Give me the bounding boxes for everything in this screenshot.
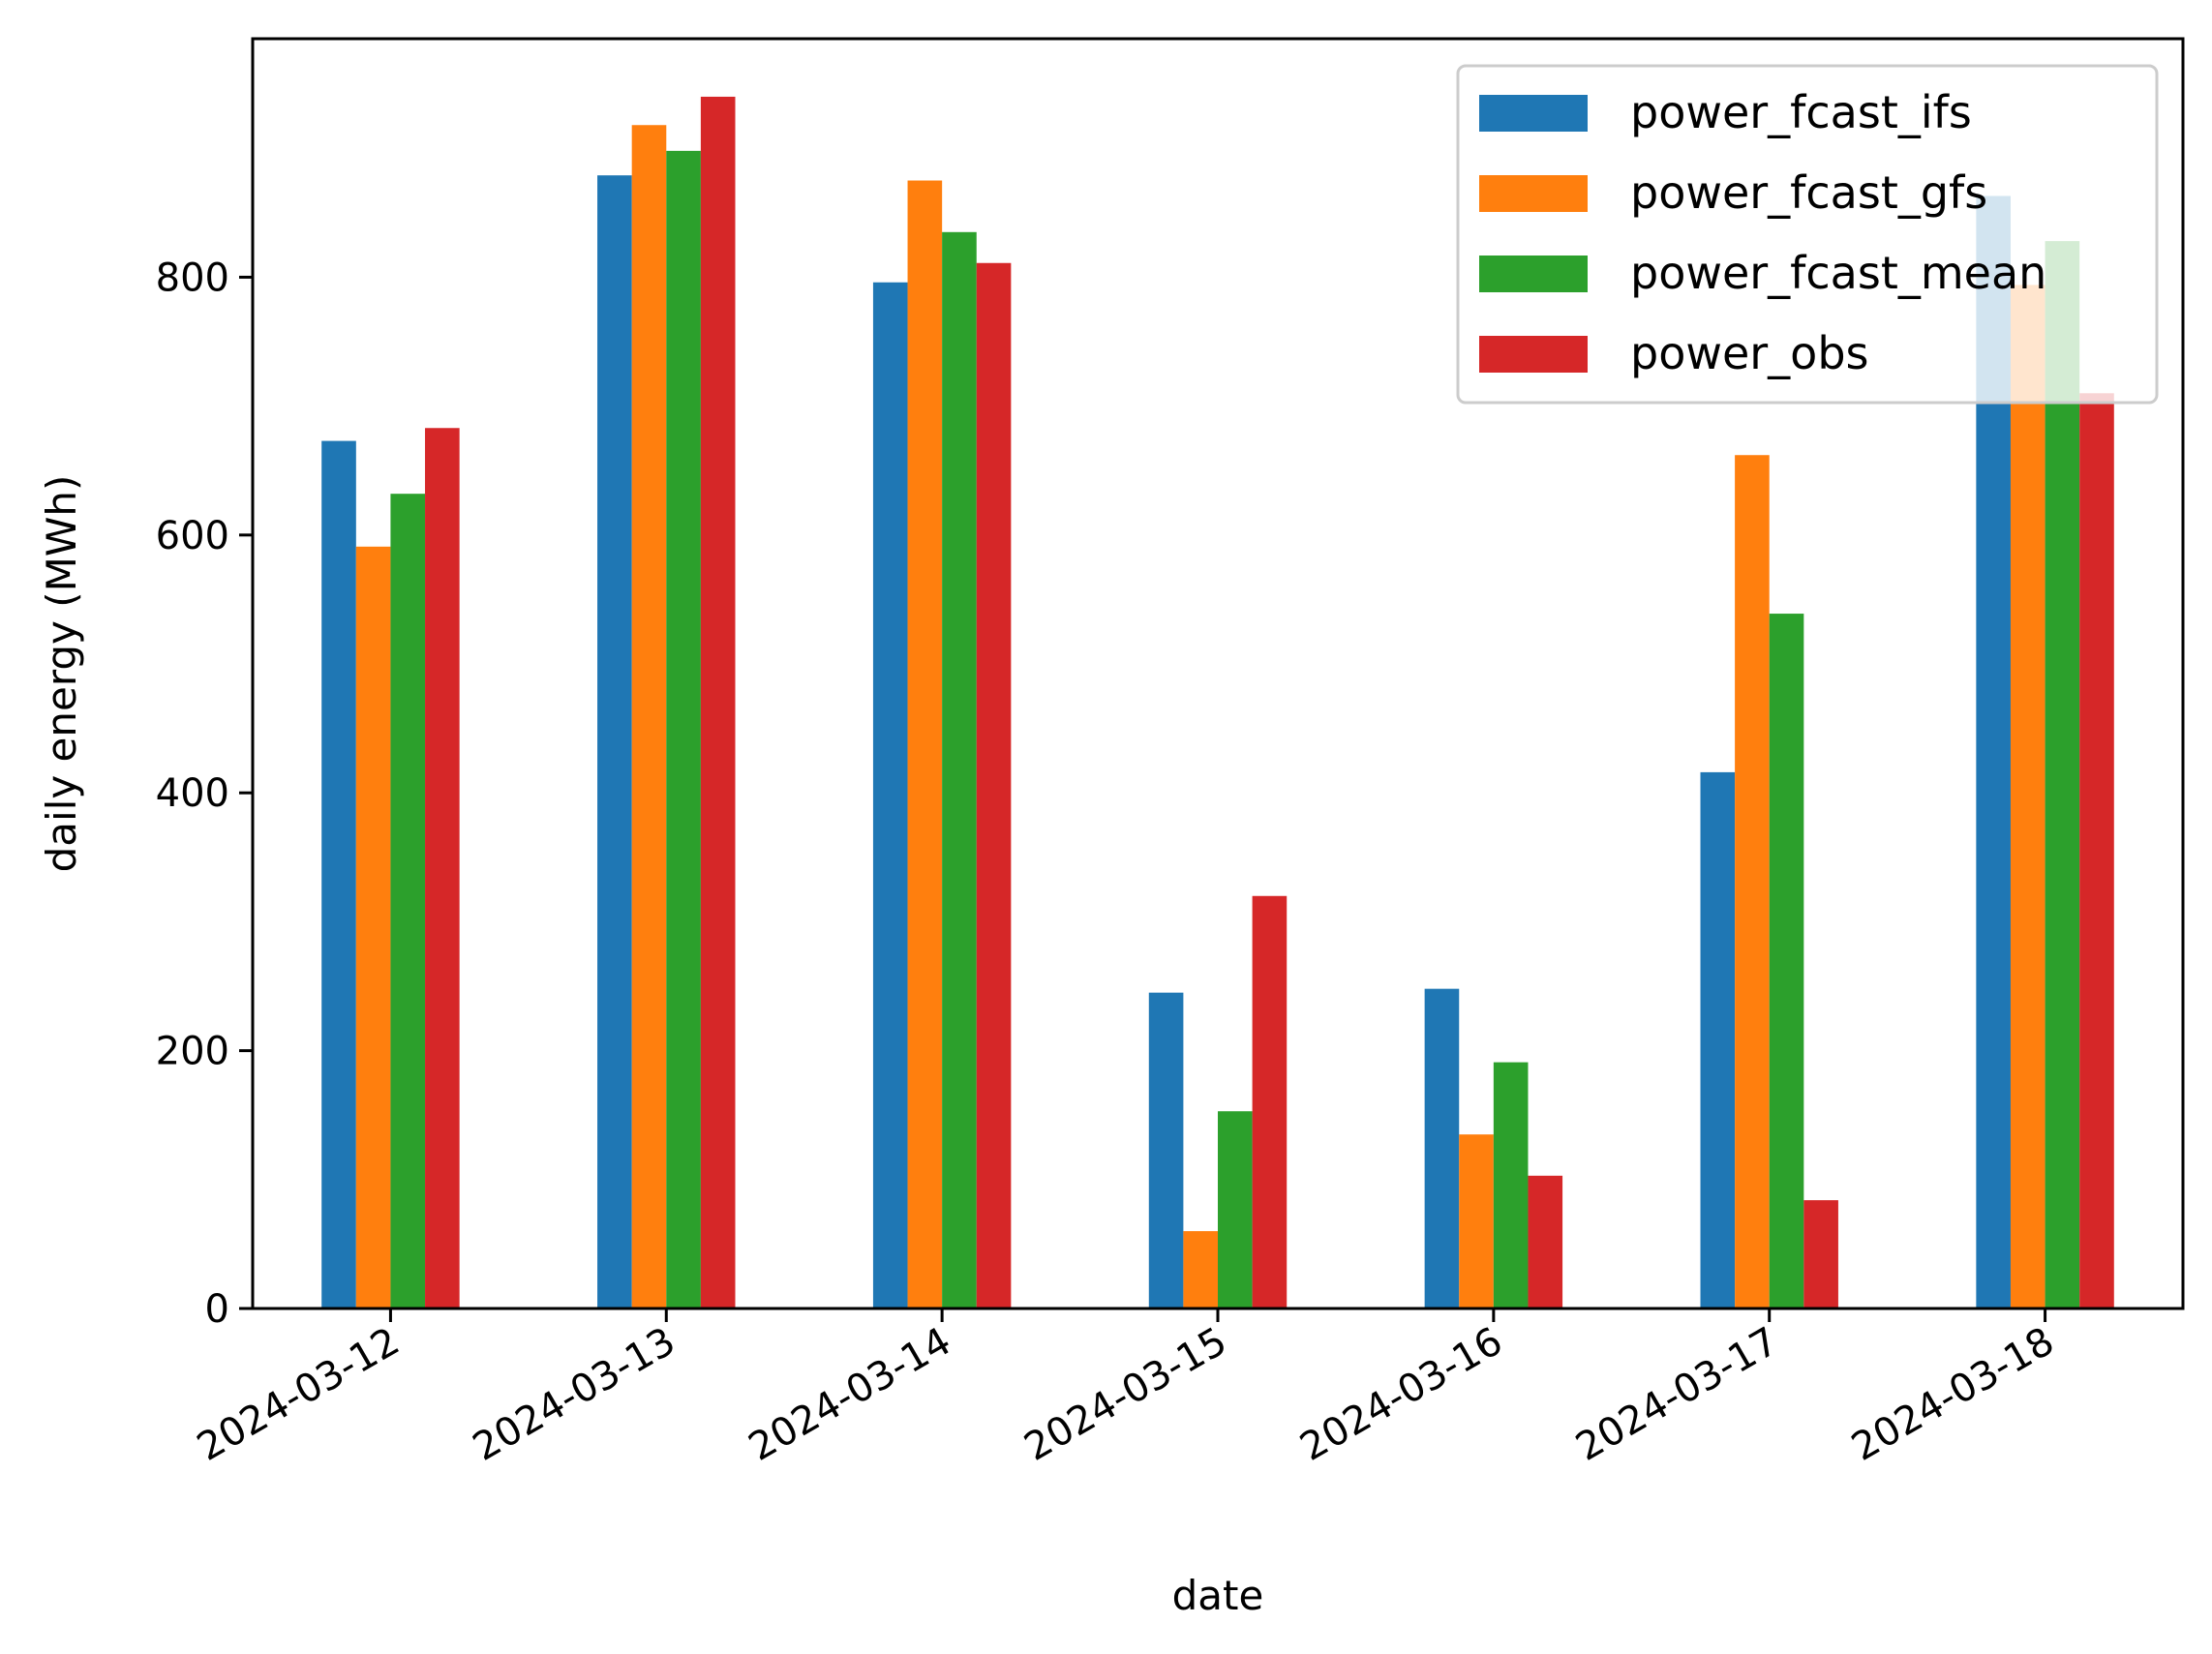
y-tick-label: 600: [156, 514, 229, 558]
y-tick-label: 800: [156, 256, 229, 300]
legend-label-power_fcast_mean: power_fcast_mean: [1630, 247, 2046, 299]
legend-swatch-power_fcast_mean: [1479, 256, 1588, 292]
bar-power_obs-2024-03-15: [1252, 895, 1288, 1308]
bar-power_fcast_mean-2024-03-13: [666, 150, 701, 1308]
bar-power_obs-2024-03-16: [1528, 1175, 1563, 1308]
bar-power_fcast_ifs-2024-03-13: [597, 175, 632, 1309]
bar-power_obs-2024-03-17: [1803, 1200, 1838, 1308]
bar-power_fcast_ifs-2024-03-17: [1700, 771, 1736, 1308]
bar-power_fcast_gfs-2024-03-17: [1735, 455, 1770, 1309]
bar-power_fcast_mean-2024-03-16: [1493, 1062, 1529, 1308]
bar-power_fcast_ifs-2024-03-16: [1424, 988, 1460, 1308]
legend-label-power_fcast_ifs: power_fcast_ifs: [1630, 86, 1972, 138]
legend-swatch-power_fcast_gfs: [1479, 175, 1588, 212]
bar-power_obs-2024-03-14: [976, 262, 1012, 1308]
bar-power_fcast_mean-2024-03-14: [942, 231, 977, 1308]
bar-power_fcast_gfs-2024-03-15: [1183, 1231, 1218, 1308]
y-axis-label: daily energy (MWh): [38, 475, 85, 873]
legend-label-power_fcast_gfs: power_fcast_gfs: [1630, 166, 1987, 219]
bar-power_obs-2024-03-12: [425, 428, 460, 1308]
legend-label-power_obs: power_obs: [1630, 327, 1869, 379]
bar-power_obs-2024-03-18: [2079, 393, 2114, 1308]
bar-power_fcast_mean-2024-03-15: [1218, 1111, 1253, 1308]
y-axis: 0 200 400 600 800: [156, 256, 253, 1332]
bar-power_obs-2024-03-13: [700, 96, 736, 1309]
bar-power_fcast_gfs-2024-03-14: [907, 180, 943, 1308]
y-tick-label: 0: [205, 1287, 229, 1332]
y-tick-label: 200: [156, 1030, 229, 1074]
bars-group: [321, 96, 2114, 1309]
bar-power_fcast_gfs-2024-03-18: [2010, 285, 2045, 1308]
x-axis-label: date: [1172, 1572, 1264, 1619]
bar-power_fcast_mean-2024-03-17: [1769, 614, 1804, 1308]
legend-swatch-power_obs: [1479, 336, 1588, 373]
y-tick-label: 400: [156, 771, 229, 816]
bar-power_fcast_mean-2024-03-18: [2045, 241, 2080, 1308]
bar-power_fcast_gfs-2024-03-16: [1459, 1134, 1494, 1308]
bar-power_fcast_ifs-2024-03-14: [872, 282, 908, 1308]
legend: power_fcast_ifs power_fcast_gfs power_fcas…: [1456, 64, 2159, 405]
bar-power_fcast_mean-2024-03-12: [390, 494, 426, 1308]
bar-power_fcast_ifs-2024-03-15: [1148, 992, 1184, 1308]
bar-power_fcast_gfs-2024-03-13: [631, 125, 667, 1309]
legend-box: [1456, 64, 2159, 405]
legend-swatch-power_fcast_ifs: [1479, 95, 1588, 132]
bar-power_fcast_gfs-2024-03-12: [355, 546, 391, 1308]
bar-power_fcast_ifs-2024-03-12: [321, 440, 356, 1309]
